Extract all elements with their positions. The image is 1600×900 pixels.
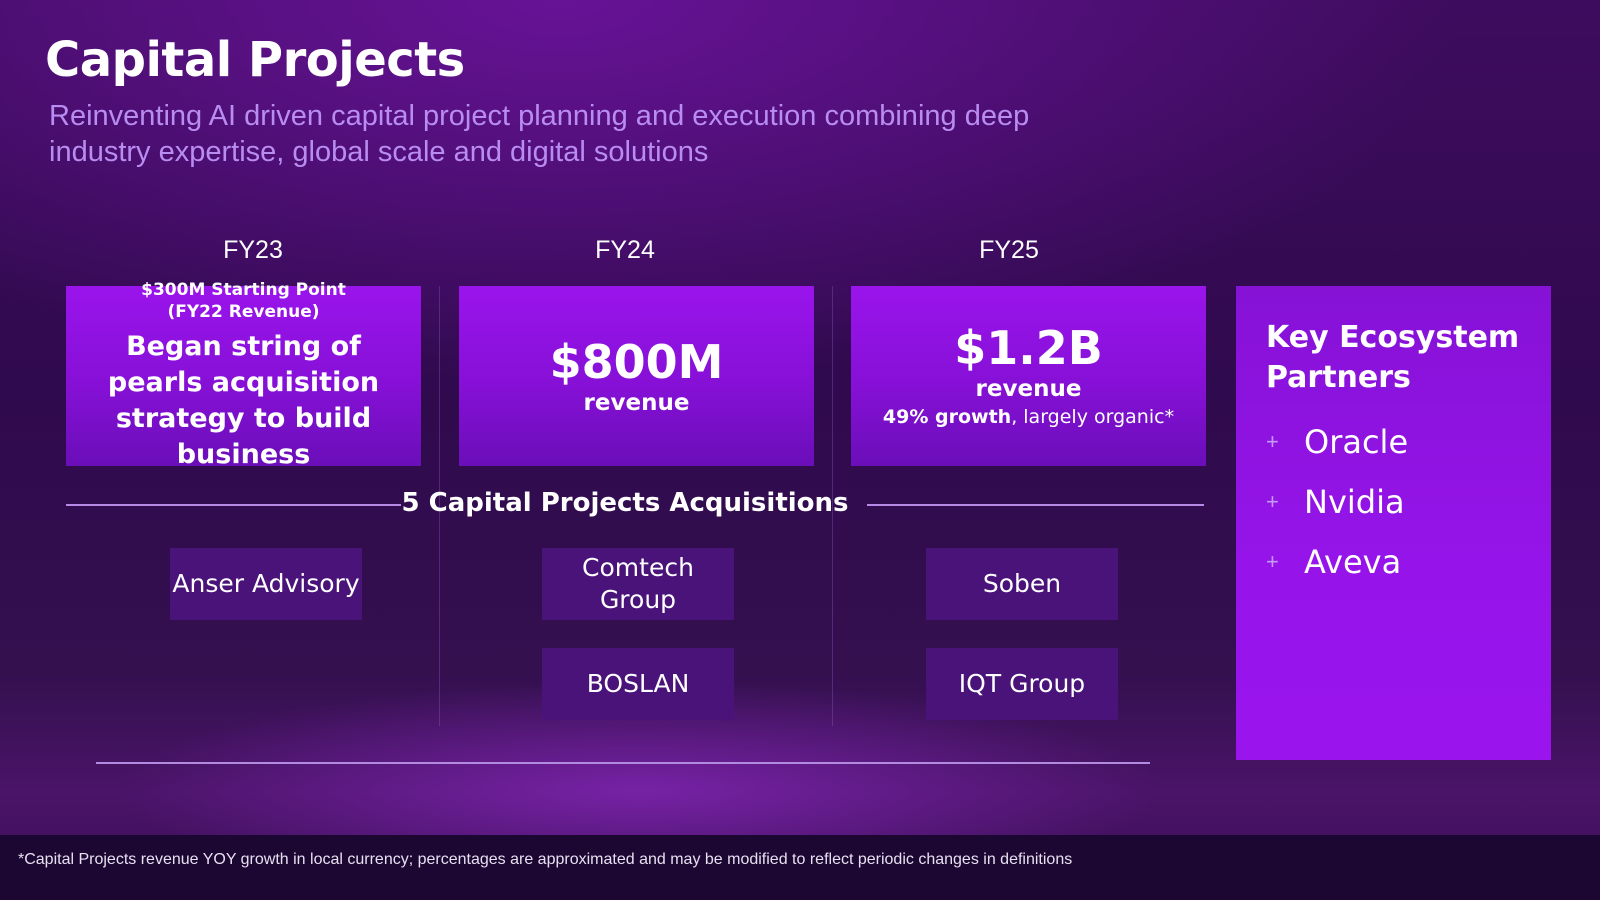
fy25-revenue-amount: $1.2B	[954, 321, 1103, 375]
partner-item: + Nvidia	[1266, 472, 1551, 532]
bottom-rule	[96, 762, 1150, 764]
fy25-revenue-label: revenue	[975, 376, 1082, 402]
fy23-card: $300M Starting Point (FY22 Revenue) Bega…	[66, 280, 421, 470]
fy24-revenue-amount: $800M	[549, 335, 724, 389]
fy25-card: $1.2B revenue 49% growth, largely organi…	[851, 286, 1206, 466]
fy25-growth-bold: 49% growth	[882, 406, 1012, 428]
acquisition-comtech-group: Comtech Group	[542, 548, 734, 620]
partner-name: Nvidia	[1304, 483, 1405, 521]
column-divider	[439, 286, 440, 726]
partner-item: + Aveva	[1266, 532, 1551, 592]
page-subtitle: Reinventing AI driven capital project pl…	[49, 100, 1030, 168]
year-label-fy24: FY24	[595, 236, 655, 264]
fy24-card: $800M revenue	[459, 286, 814, 466]
partners-title: Key Ecosystem Partners	[1266, 320, 1520, 395]
acquisitions-rule-right	[867, 504, 1204, 506]
year-label-fy25: FY25	[979, 236, 1039, 264]
page-title: Capital Projects	[45, 32, 465, 88]
plus-icon: +	[1266, 489, 1279, 514]
partner-item: + Oracle	[1266, 412, 1551, 472]
partner-name: Oracle	[1304, 423, 1409, 461]
fy25-growth: 49% growth, largely organic*	[883, 403, 1174, 431]
acquisition-boslan: BOSLAN	[542, 648, 734, 720]
acquisition-anser-advisory: Anser Advisory	[170, 548, 362, 620]
plus-icon: +	[1266, 429, 1279, 454]
partners-list: + Oracle + Nvidia + Aveva	[1266, 412, 1551, 592]
acquisitions-rule-left	[66, 504, 401, 506]
starting-point-text: $300M Starting Point	[141, 280, 346, 300]
acquisition-soben: Soben	[926, 548, 1118, 620]
fy23-headline: Began string of pearls acquisition strat…	[107, 331, 380, 470]
plus-icon: +	[1266, 549, 1279, 574]
footnote-bar: *Capital Projects revenue YOY growth in …	[0, 835, 1600, 900]
fy24-revenue-label: revenue	[583, 390, 690, 416]
year-label-fy23: FY23	[223, 236, 283, 264]
key-partners-panel: Key Ecosystem Partners + Oracle + Nvidia…	[1236, 286, 1551, 760]
acquisitions-heading: 5 Capital Projects Acquisitions	[401, 488, 849, 518]
acquisition-iqt-group: IQT Group	[926, 648, 1118, 720]
fy25-growth-rest: , largely organic*	[1011, 406, 1175, 428]
footnote-text: *Capital Projects revenue YOY growth in …	[18, 851, 1073, 868]
partner-name: Aveva	[1304, 543, 1402, 581]
starting-point-note: (FY22 Revenue)	[167, 302, 320, 322]
column-divider	[832, 286, 833, 726]
